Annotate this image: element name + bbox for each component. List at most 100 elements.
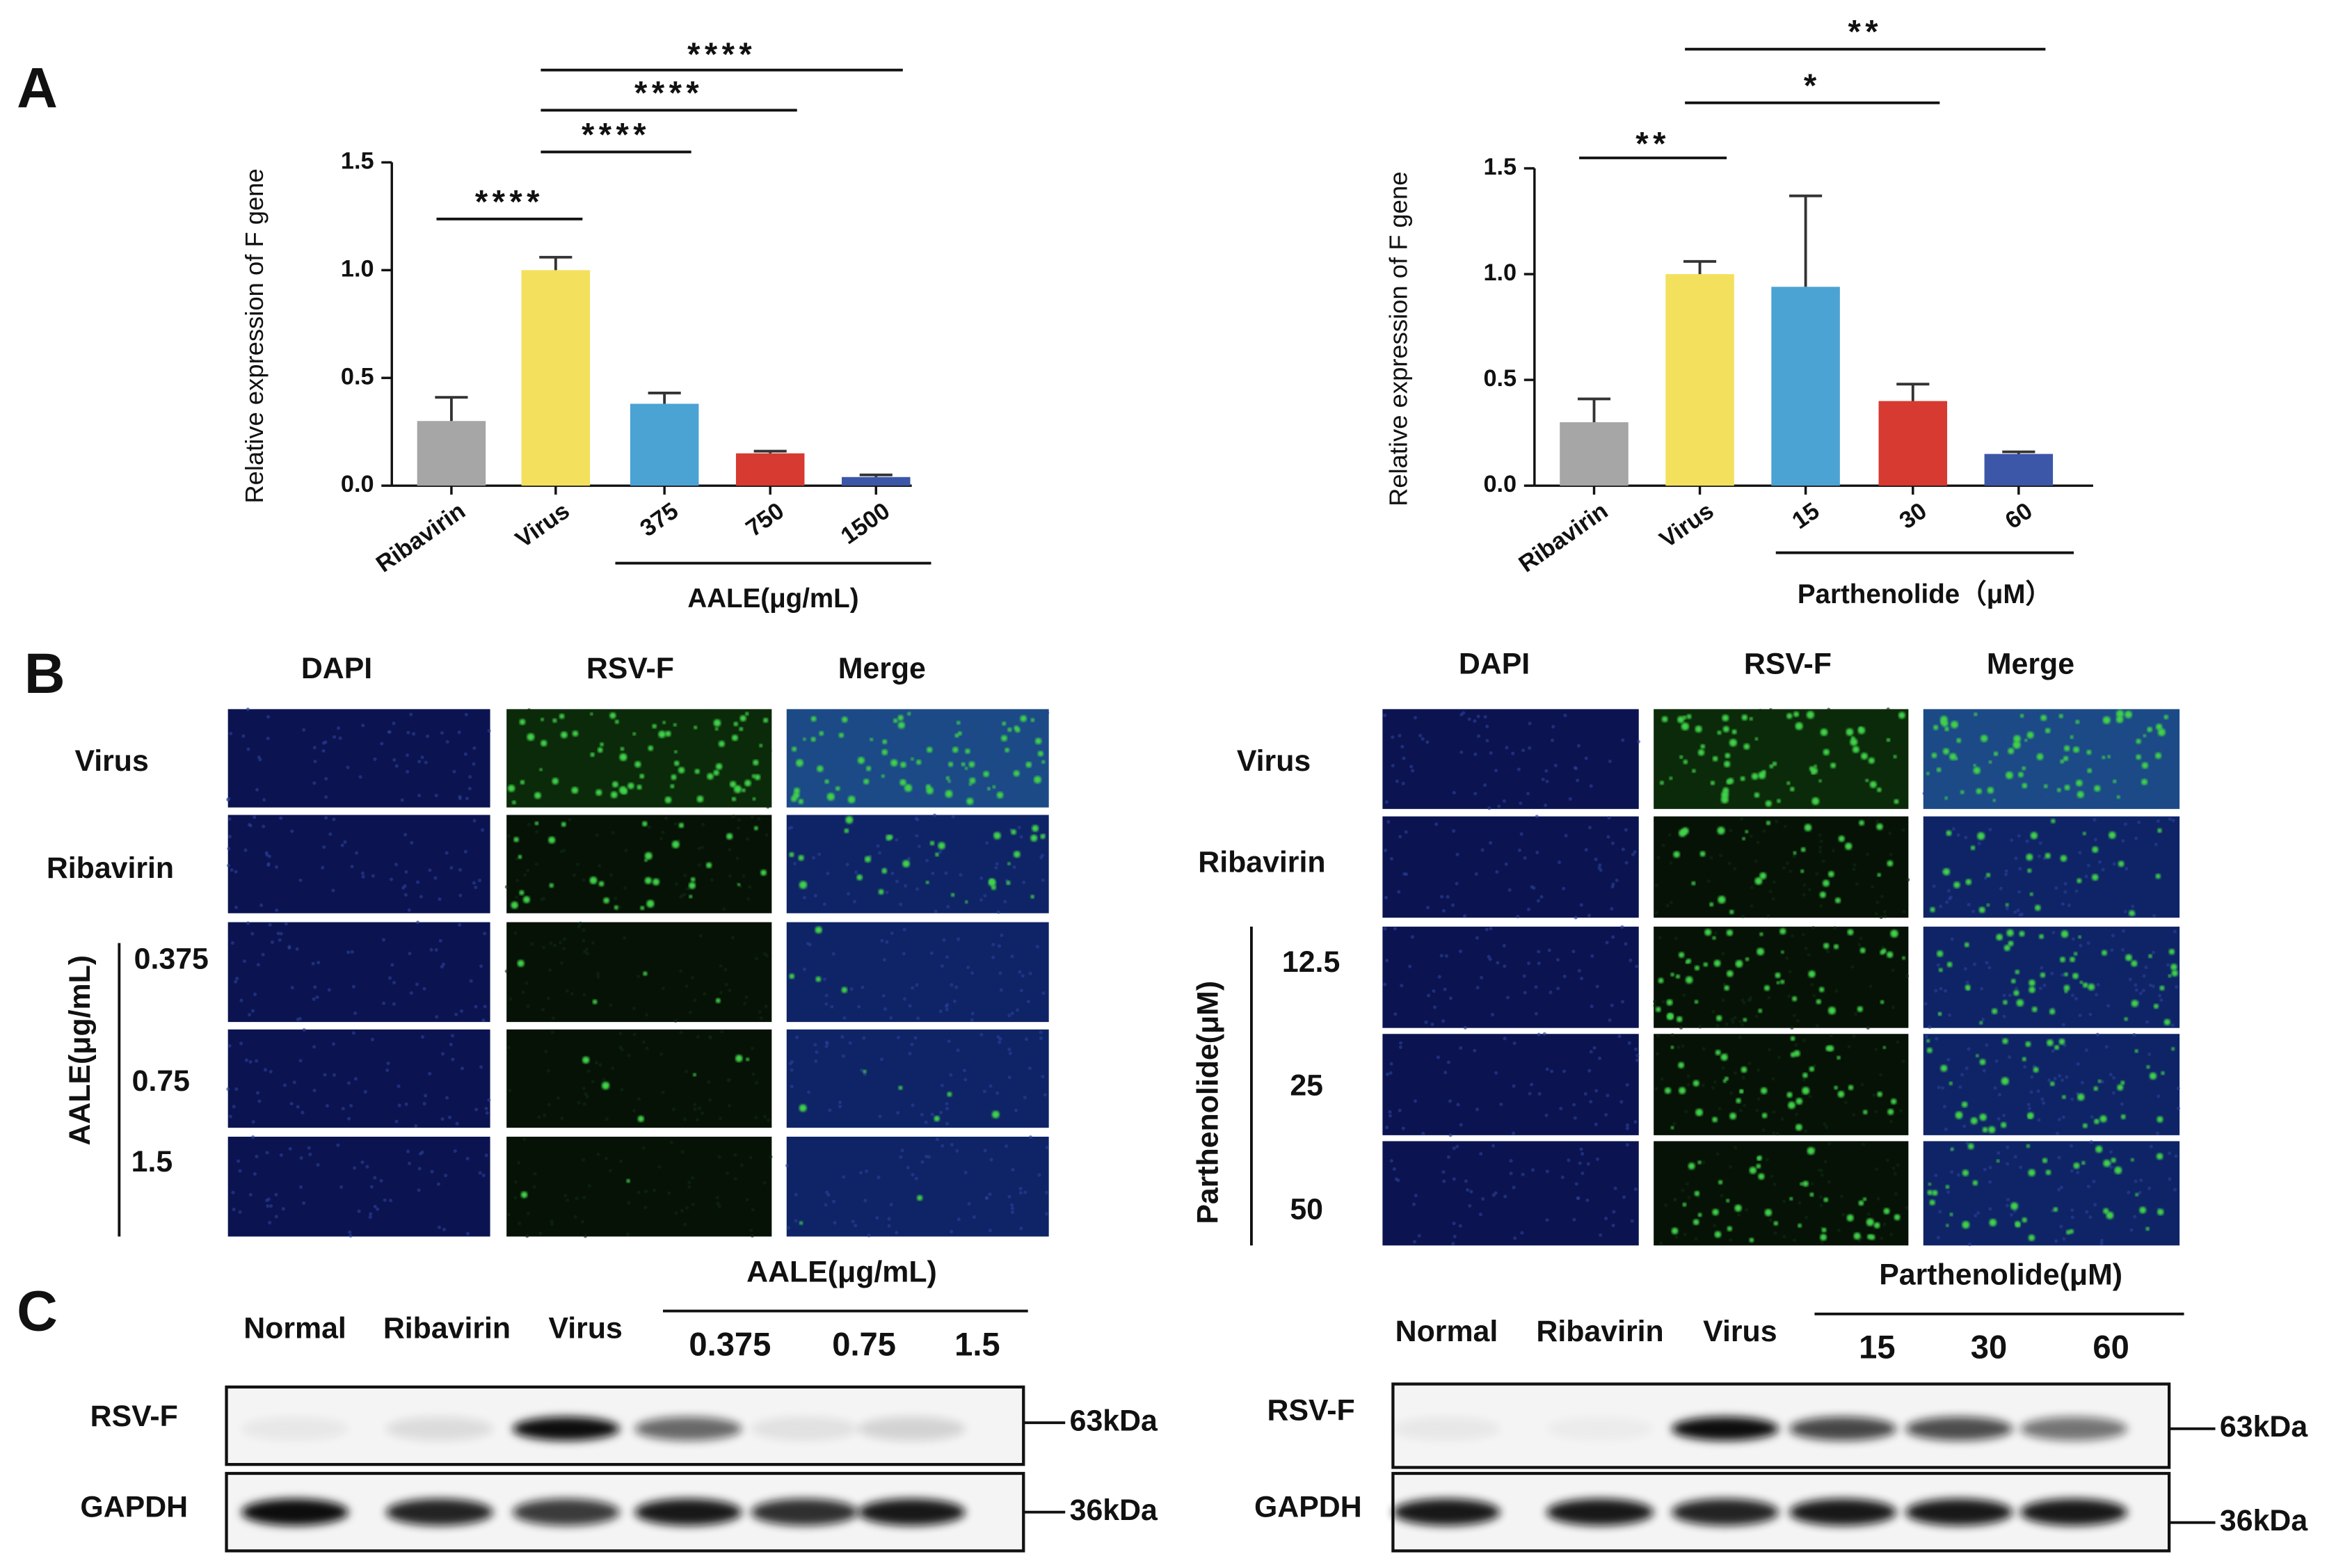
nucleus: [750, 1233, 755, 1238]
blot-strip: [1391, 1471, 2171, 1553]
infected-cell: [646, 899, 655, 908]
infected-cell: [1880, 1000, 1885, 1005]
nucleus: [1840, 1194, 1844, 1199]
infected-cell: [1932, 1190, 1938, 1196]
blot-strip: [225, 1471, 1025, 1553]
infected-cell: [917, 1194, 923, 1201]
nucleus: [1830, 792, 1834, 797]
infected-cell: [627, 783, 634, 790]
nucleus: [353, 1011, 358, 1016]
nucleus: [682, 1117, 687, 1121]
nucleus: [2037, 1118, 2041, 1122]
nucleus: [1432, 1005, 1437, 1009]
nucleus: [234, 1087, 239, 1091]
nucleus: [1459, 712, 1464, 717]
infected-cell: [705, 862, 712, 868]
nucleus: [1045, 1145, 1049, 1149]
nucleus: [458, 867, 463, 872]
infected-cell: [1800, 1182, 1804, 1186]
infected-cell: [1717, 730, 1722, 735]
nucleus: [1027, 1066, 1032, 1071]
nucleus: [1410, 935, 1414, 939]
infected-cell: [1679, 755, 1683, 759]
nucleus: [1960, 1073, 1965, 1077]
nucleus: [1950, 1170, 1954, 1174]
nucleus: [2175, 985, 2179, 989]
nucleus: [453, 1149, 457, 1153]
infected-cell: [2013, 741, 2021, 749]
nucleus: [425, 734, 430, 738]
nucleus: [767, 1118, 771, 1122]
infected-cell: [745, 712, 749, 716]
nucleus: [2088, 1215, 2093, 1219]
infected-cell: [1764, 1208, 1773, 1217]
nucleus: [972, 1215, 976, 1219]
infected-cell: [1800, 869, 1805, 873]
infected-cell: [1964, 942, 1969, 947]
nucleus: [909, 744, 913, 749]
infected-cell: [572, 730, 579, 737]
micrograph: [785, 1135, 1049, 1238]
nucleus: [565, 989, 569, 993]
nucleus: [266, 714, 271, 719]
infected-cell: [1751, 773, 1759, 780]
nucleus: [1901, 724, 1905, 728]
infected-cell: [1973, 764, 1976, 767]
infected-cell: [1890, 1098, 1897, 1105]
nucleus: [302, 728, 306, 732]
nucleus: [1891, 1166, 1896, 1171]
infected-cell: [790, 795, 797, 802]
nucleus: [2117, 737, 2121, 742]
panel-letter: C: [17, 1280, 58, 1343]
infected-cell: [731, 797, 737, 801]
nucleus: [323, 1073, 327, 1077]
micrograph-bg: [227, 922, 490, 1023]
nucleus: [890, 871, 895, 876]
nucleus: [2019, 912, 2024, 916]
nucleus: [1988, 1207, 1992, 1211]
nucleus: [1383, 927, 1387, 931]
infected-cell: [2006, 771, 2013, 779]
nucleus: [2121, 947, 2125, 952]
infected-cell: [1743, 743, 1750, 750]
nucleus: [887, 1224, 891, 1228]
significance-label: *: [1804, 67, 1821, 104]
micrograph: [506, 1137, 773, 1238]
nucleus: [533, 1171, 537, 1176]
nucleus: [1625, 1143, 1629, 1147]
nucleus: [1587, 825, 1592, 830]
nucleus: [949, 1229, 954, 1234]
infected-cell: [1034, 737, 1042, 745]
nucleus: [1509, 1171, 1513, 1176]
nucleus: [596, 975, 600, 979]
nucleus: [989, 1084, 993, 1088]
column-header: Merge: [838, 652, 926, 685]
infected-cell: [2136, 738, 2141, 744]
nucleus: [1579, 976, 1584, 980]
nucleus: [424, 1094, 428, 1098]
nucleus: [790, 1068, 794, 1072]
nucleus: [1812, 993, 1816, 998]
nucleus: [915, 983, 919, 987]
nucleus: [445, 739, 449, 744]
nucleus: [1788, 970, 1792, 974]
nucleus: [312, 1045, 317, 1049]
nucleus: [1741, 914, 1745, 918]
nucleus: [641, 1146, 646, 1150]
infected-cell: [1823, 1197, 1829, 1203]
nucleus: [513, 931, 518, 935]
infected-cell: [753, 760, 759, 766]
nucleus: [751, 1208, 755, 1212]
nucleus: [301, 1110, 305, 1114]
nucleus: [826, 871, 830, 876]
band: [1671, 1498, 1779, 1526]
nucleus: [2017, 833, 2021, 838]
infected-cell: [1931, 753, 1937, 758]
infected-cell: [715, 998, 721, 1003]
nucleus: [835, 710, 840, 714]
nucleus: [929, 951, 934, 955]
nucleus: [363, 1090, 367, 1094]
nucleus: [585, 952, 589, 956]
infected-cell: [1802, 1087, 1810, 1095]
nucleus: [1021, 974, 1025, 978]
